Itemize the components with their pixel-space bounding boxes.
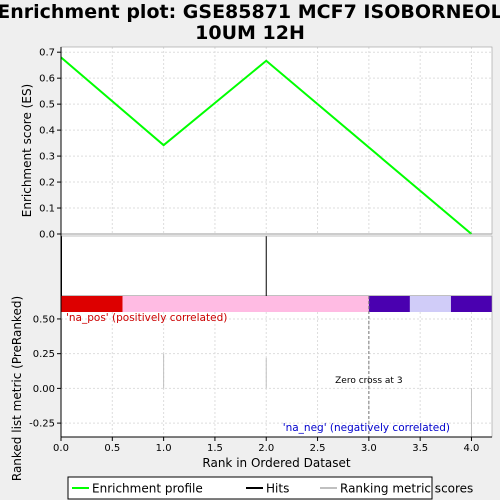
legend-item-label: Enrichment profile (92, 482, 203, 496)
legend-item-label: Hits (266, 482, 289, 496)
es-y-tick-label: 0.5 (39, 100, 55, 111)
x-tick-label: 2.0 (258, 443, 274, 454)
grid-lines (60, 47, 492, 437)
x-tick-label: 0.5 (104, 443, 120, 454)
color-bar-segment (450, 296, 492, 312)
es-y-tick-label: 0.7 (39, 48, 55, 59)
es-y-tick-label: 0.0 (39, 230, 55, 241)
positive-correlation-label: 'na_pos' (positively correlated) (66, 312, 227, 324)
rank-y-tick-label: -0.25 (29, 419, 55, 430)
color-bar-segment (122, 296, 369, 312)
chart-title-line-1: Enrichment plot: GSE85871 MCF7 ISOBORNEO… (0, 1, 500, 23)
rank-y-tick-label: 0.50 (33, 314, 55, 325)
legend-item-label: Ranking metric scores (340, 482, 473, 496)
rank-panel: Zero cross at 3 'na_pos' (positively corr… (61, 296, 472, 437)
es-y-tick-label: 0.3 (39, 152, 55, 163)
rank-y-axis-label: Ranked list metric (PreRanked) (10, 296, 24, 481)
rank-y-tick-label: 0.00 (33, 384, 55, 395)
x-tick-label: 1.5 (207, 443, 223, 454)
chart-title-line-2: 10UM 12H (195, 22, 305, 44)
x-axis-label: Rank in Ordered Dataset (202, 456, 350, 470)
x-tick-label: 3.0 (361, 443, 377, 454)
x-tick-label: 2.5 (310, 443, 326, 454)
axes: 0.0 0.5 1.0 1.5 2.0 2.5 3.0 3.5 4.0 0.0 0.1 0.2 0.3 0… (10, 46, 493, 481)
x-tick-label: 4.0 (464, 443, 480, 454)
enrichment-profile-line (60, 56, 473, 235)
color-bar-segment (368, 296, 410, 312)
es-y-axis-label: Enrichment score (ES) (20, 84, 34, 217)
x-tick-label: 1.0 (156, 443, 172, 454)
es-y-tick-label: 0.1 (39, 204, 55, 215)
color-bar-segment (61, 296, 123, 312)
zero-cross-label: Zero cross at 3 (335, 376, 402, 386)
color-bar-segment (409, 296, 451, 312)
es-y-tick-label: 0.2 (39, 178, 55, 189)
x-tick-label: 3.5 (412, 443, 428, 454)
color-bar (61, 296, 492, 312)
legend: Enrichment profile Hits Ranking metric sco… (67, 476, 473, 500)
es-y-tick-label: 0.6 (39, 74, 55, 85)
es-y-tick-label: 0.4 (39, 126, 55, 137)
rank-y-tick-label: 0.25 (33, 349, 55, 360)
negative-correlation-label: 'na_neg' (negatively correlated) (283, 422, 450, 434)
plot-background (61, 47, 492, 437)
x-tick-label: 0.0 (53, 443, 69, 454)
